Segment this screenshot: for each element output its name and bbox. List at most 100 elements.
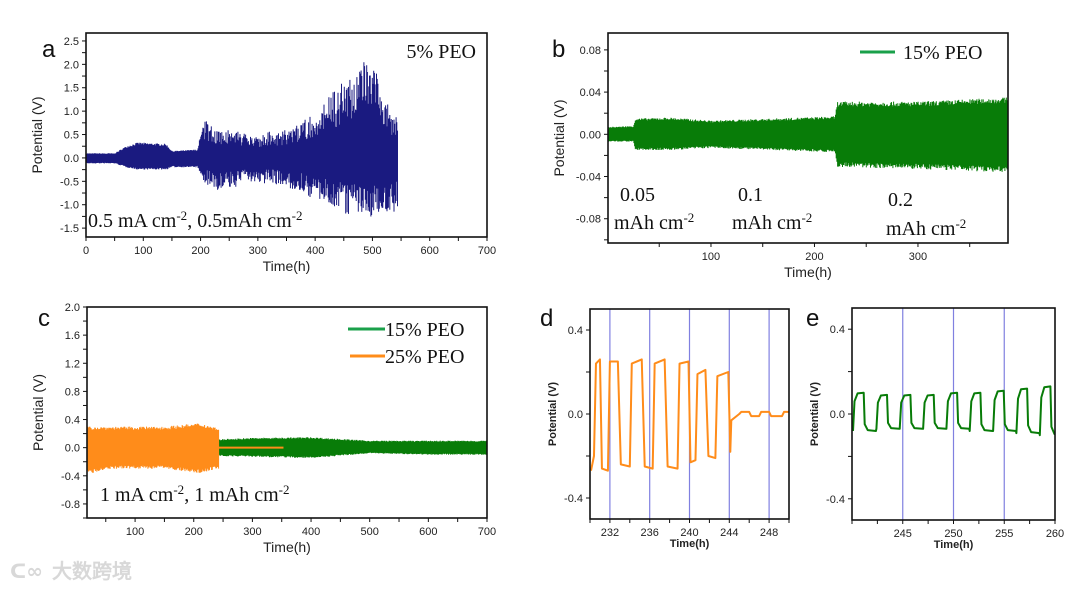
y-tick-label: -0.4 [61, 471, 80, 483]
x-tick-label: 250 [944, 528, 962, 540]
x-tick-label: 300 [909, 251, 927, 263]
annotation-text: 1 mA cm [100, 484, 174, 506]
y-tick-label: 2.5 [64, 36, 79, 48]
legend-label: 25% PEO [385, 346, 464, 368]
annotation: mAh cm-2 [732, 210, 812, 235]
x-tick-label: 260 [1046, 528, 1064, 540]
y-tick-label: 1.5 [64, 83, 79, 95]
x-tick-label: 700 [478, 526, 496, 538]
x-tick-label: 100 [126, 526, 144, 538]
x-axis-label: Time(h) [263, 258, 311, 274]
y-tick-label: 0.8 [65, 386, 80, 398]
y-tick-label: -0.04 [576, 172, 601, 184]
x-tick-label: 600 [421, 245, 439, 257]
x-tick-label: 0 [83, 245, 89, 257]
y-tick-label: 0.0 [830, 409, 845, 421]
x-tick-label: 500 [361, 526, 379, 538]
panel-letter: e [806, 305, 819, 332]
series-5-peo-band [86, 62, 398, 217]
plot-area [852, 308, 1055, 520]
panel-a: 0 100 200 300 400 500 600 700 -1.5 -1.0 -0.5 0.0 0.5… [29, 32, 496, 274]
annotation-superscript: -2 [279, 482, 290, 497]
y-tick-label: 0.4 [65, 415, 80, 427]
plot-area [590, 309, 789, 519]
x-tick-label: 300 [249, 245, 267, 257]
y-tick-label: 0.5 [64, 130, 79, 142]
legend-label: 15% PEO [903, 42, 982, 64]
plot-frame [85, 32, 488, 238]
series-15-peo-line [852, 385, 1055, 437]
y-tick-label: 0.04 [580, 87, 601, 99]
y-tick-label: -0.8 [61, 499, 80, 511]
annotation-text: 0.5 mA cm [88, 210, 177, 232]
x-tick-label: 232 [601, 527, 619, 539]
y-tick-label: 0.4 [830, 324, 845, 336]
panel-letter: c [38, 305, 50, 332]
y-tick-label: 2.0 [64, 59, 79, 71]
y-tick-label: 1.6 [65, 330, 80, 342]
x-axis-label: Time(h) [263, 539, 311, 555]
y-tick-label: -0.4 [826, 494, 845, 506]
annotation-superscript: -2 [801, 210, 812, 225]
annotation: 0.1 [738, 184, 763, 206]
annotation-superscript: -2 [955, 216, 966, 231]
y-tick-label: 0.0 [568, 409, 583, 421]
y-axis-label: Potential (V) [551, 99, 567, 176]
y-tick-label: 1.0 [64, 106, 79, 118]
panel-c: 100 200 300 400 500 600 700 -0.8 -0.4 0.0 0.4 0.8 1.… [30, 302, 496, 555]
x-tick-label: 100 [134, 245, 152, 257]
plot-frame [607, 32, 1009, 244]
panel-letter: a [42, 36, 56, 63]
series-25-peo-line [590, 358, 789, 472]
annotation-text: , 1 mAh cm [184, 484, 279, 506]
panel-e: 245 250 255 260 -0.4 0.0 0.4 Time(h) Potential (… [806, 305, 1064, 551]
panel-letter: d [540, 305, 553, 332]
annotation: 0.5 mA cm-2, 0.5mAh cm-2 [88, 208, 302, 233]
y-axis-label: Potential (V) [30, 374, 46, 451]
annotation-text: 5% PEO [407, 41, 476, 63]
x-tick-label: 236 [641, 527, 659, 539]
x-tick-label: 240 [680, 527, 698, 539]
x-tick-label: 200 [185, 526, 203, 538]
annotation-text: mAh cm [886, 218, 956, 240]
annotation-text: 0.1 [738, 184, 763, 206]
x-tick-label: 400 [302, 526, 320, 538]
plot-frame [86, 306, 488, 519]
x-tick-label: 200 [805, 251, 823, 263]
x-tick-label: 248 [760, 527, 778, 539]
x-tick-label: 100 [702, 251, 720, 263]
x-axis-label: Time(h) [670, 538, 710, 550]
y-tick-label: 0.0 [65, 443, 80, 455]
x-tick-label: 700 [478, 245, 496, 257]
watermark-text: 大数跨境 [52, 559, 132, 583]
annotation-superscript: -2 [292, 208, 303, 223]
annotation-text: 0.05 [620, 184, 655, 206]
annotation-text: mAh cm [732, 212, 802, 234]
plot-area [86, 62, 398, 217]
annotation: 1 mA cm-2, 1 mAh cm-2 [100, 482, 289, 507]
y-tick-label: 0.00 [580, 129, 601, 141]
x-tick-label: 300 [243, 526, 261, 538]
annotation-superscript: -2 [683, 210, 694, 225]
panel-d: 232 236 240 244 248 -0.4 0.0 0.4 Time(h) Potentia… [540, 305, 790, 550]
y-tick-label: -1.5 [60, 223, 79, 235]
y-tick-label: 1.2 [65, 358, 80, 370]
x-axis-label: Time(h) [784, 264, 832, 280]
annotation-text: mAh cm [614, 212, 684, 234]
y-tick-label: 0.4 [568, 325, 583, 337]
x-tick-label: 244 [720, 527, 738, 539]
panel-letter: b [552, 36, 565, 63]
y-tick-label: 0.08 [580, 45, 601, 57]
x-axis-label: Time(h) [934, 539, 974, 551]
watermark-logo-icon: ᑕ∞ [10, 559, 43, 583]
annotation-text: 0.2 [888, 189, 913, 211]
x-tick-label: 400 [306, 245, 324, 257]
annotation: mAh cm-2 [614, 210, 694, 235]
series-25-peo-band [87, 423, 220, 474]
annotation-text: , 0.5mAh cm [187, 210, 292, 232]
watermark: ᑕ∞ 大数跨境 [10, 559, 132, 583]
y-axis-label: Potential (V) [29, 96, 45, 173]
panel-b: 100 200 300 -0.08 -0.04 0.00 0.04 0.08 Time(h) Po… [551, 32, 1009, 280]
y-tick-label: -0.08 [576, 214, 601, 226]
